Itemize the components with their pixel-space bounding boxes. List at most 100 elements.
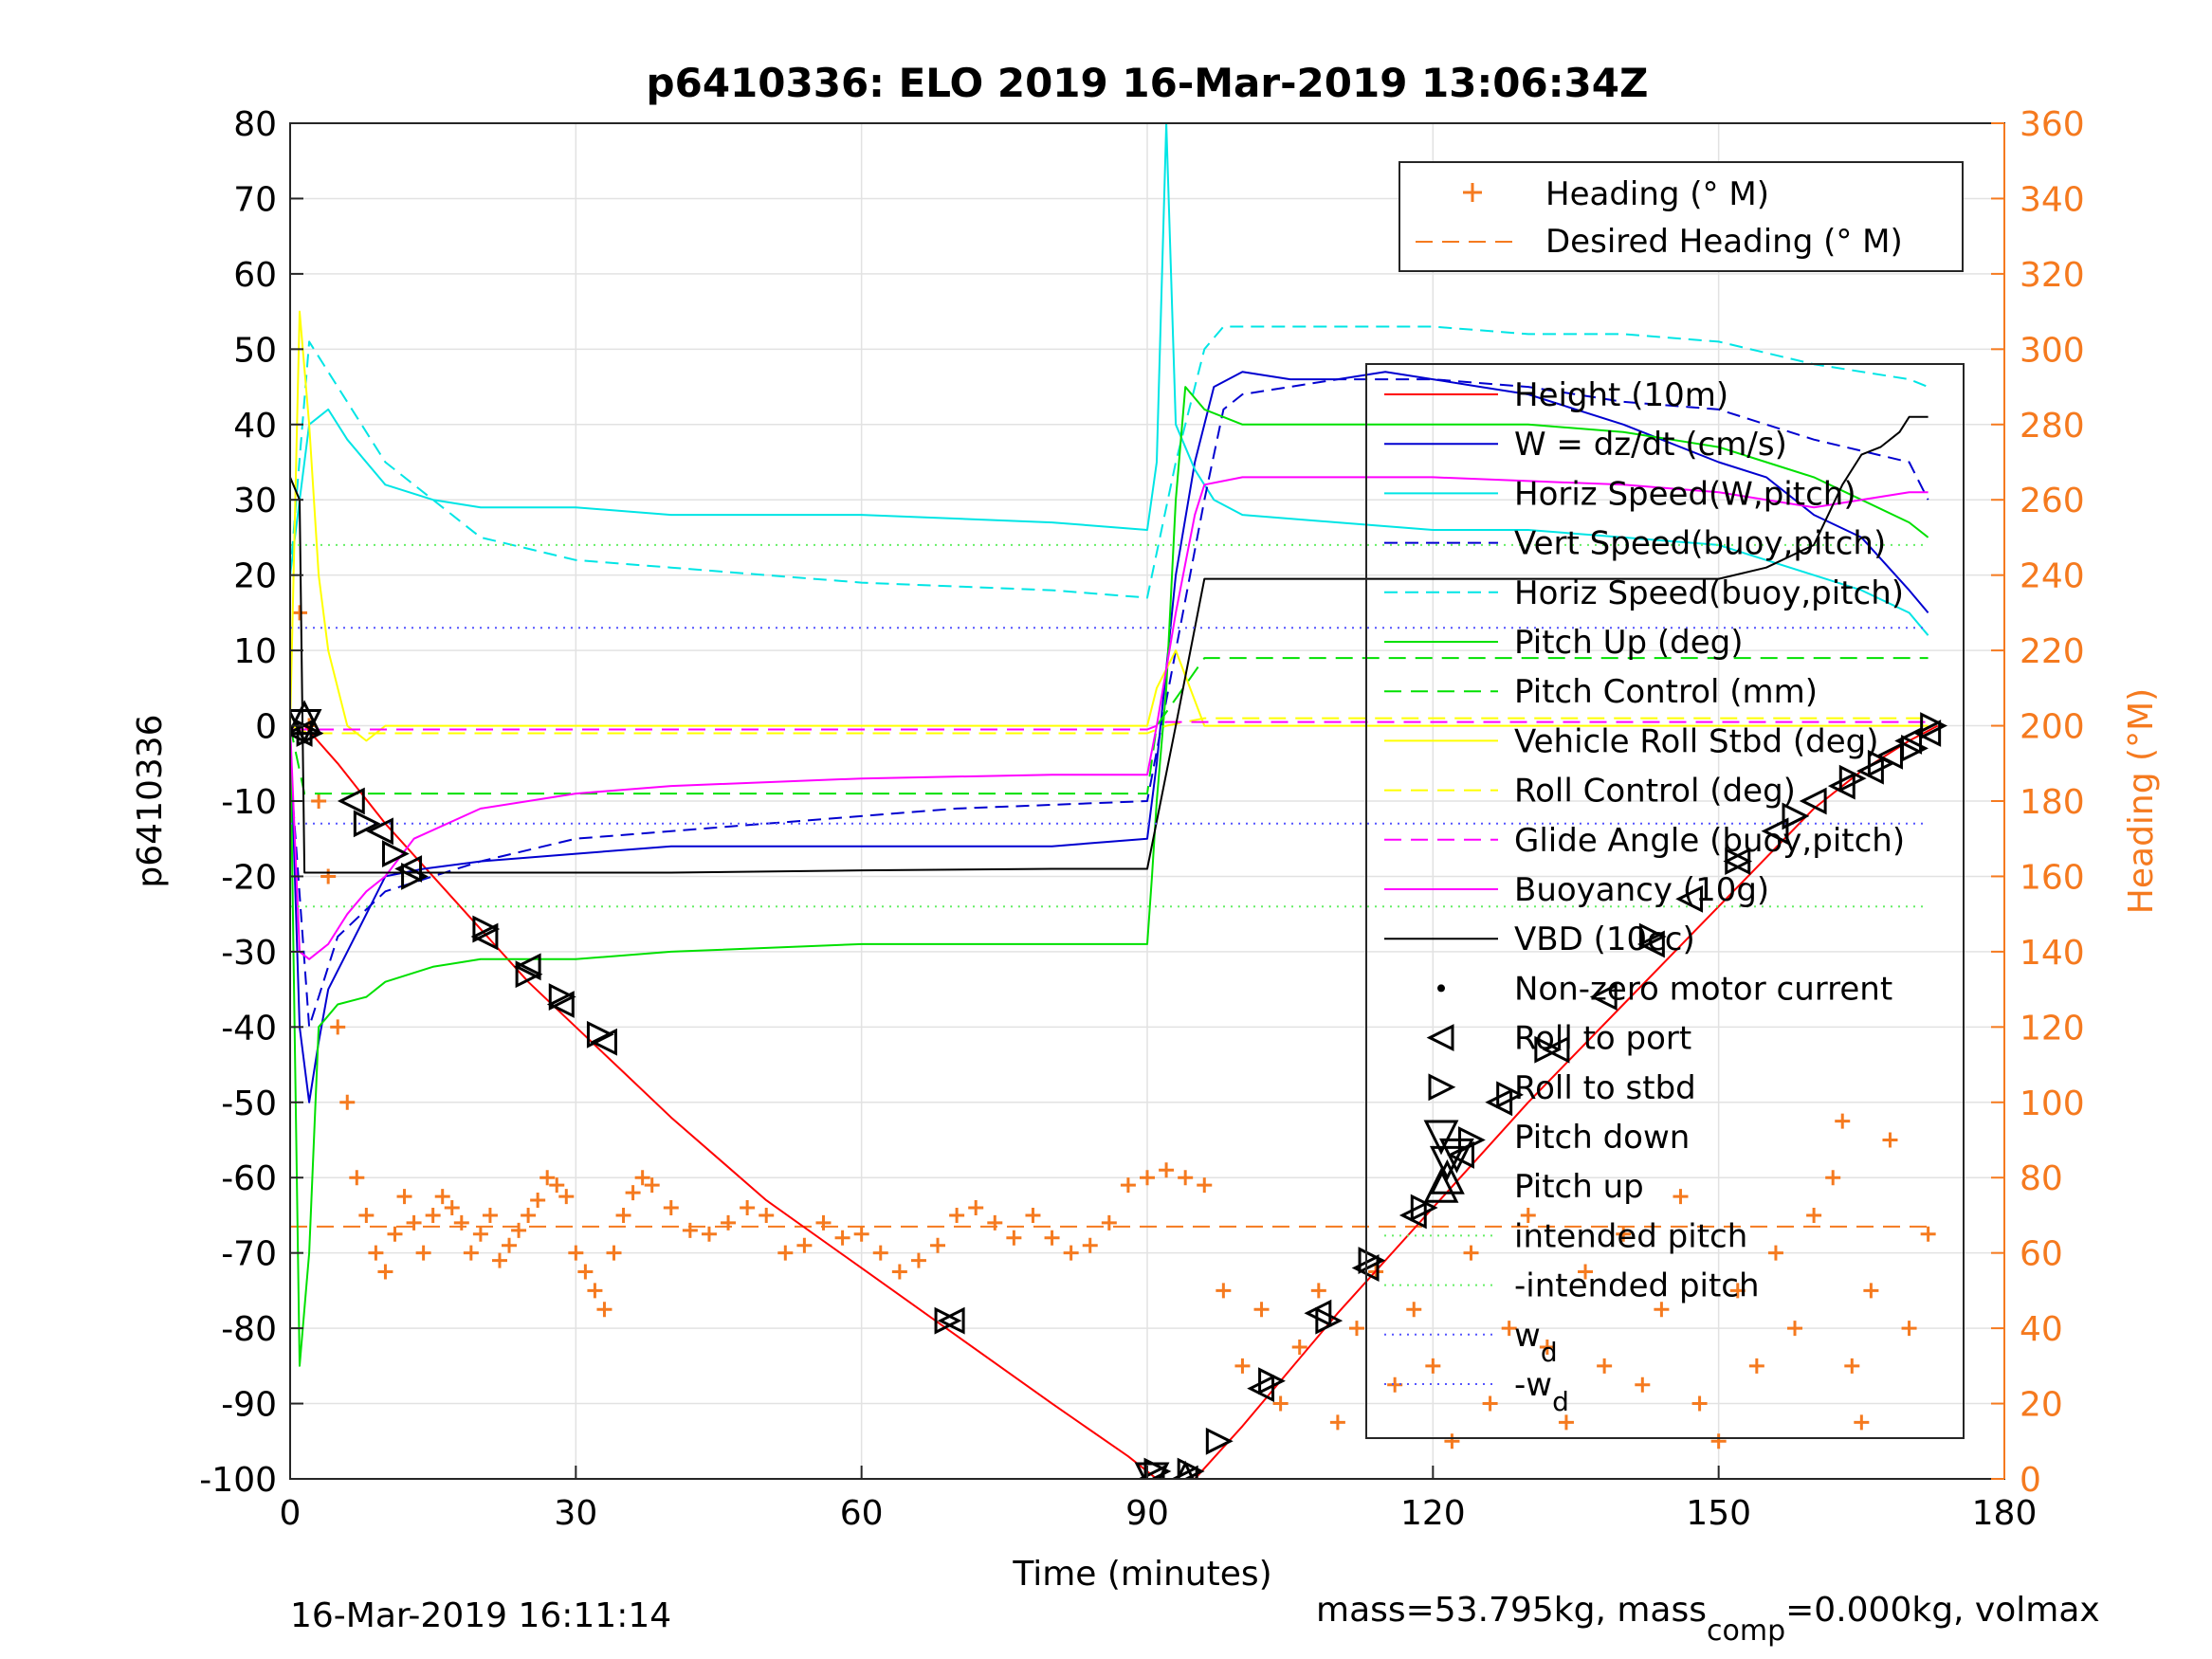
heading-point [634,1170,650,1186]
y2-tick-label: 0 [2020,1461,2041,1500]
heading-point [521,1207,537,1223]
footer-mass-sub: comp [1707,1614,1785,1648]
y2-tick-label: 300 [2020,331,2085,370]
roll-to-port-marker [1137,1465,1165,1479]
heading-point [1691,1395,1708,1412]
pitch-up-marker [1429,1158,1465,1194]
roll-to-port-marker [1799,787,1827,815]
roll-to-port-marker [1398,1201,1427,1230]
heading-point [1787,1321,1803,1337]
chart-title: p6410336: ELO 2019 16-Mar-2019 13:06:34Z [647,60,1649,106]
y-tick-label: 0 [255,708,277,747]
heading-point [910,1252,926,1268]
heading-point [834,1230,850,1246]
heading-point [949,1207,965,1223]
heading-point [1120,1177,1136,1194]
series-line [290,476,1929,960]
heading-point [1901,1321,1917,1337]
legend-heading-box [1398,161,1964,272]
heading-point [615,1207,631,1223]
heading-point [482,1207,498,1223]
y-tick-label: -40 [221,1009,277,1048]
roll-to-stbd-marker [1725,848,1753,875]
heading-point [1482,1395,1498,1412]
heading-point [682,1222,698,1238]
heading-point [891,1264,907,1280]
y2-tick-label: 280 [2020,407,2085,446]
heading-point [568,1245,584,1261]
roll-to-stbd-marker [1534,1035,1563,1064]
roll-to-port-marker [1761,817,1789,846]
heading-point [1348,1321,1364,1337]
heading-point [1844,1358,1860,1374]
y-tick-label: -50 [221,1085,277,1123]
legend-entry: Glide Angle (buoy,pitch) [1514,822,1905,860]
heading-point [1101,1214,1117,1231]
heading-point [796,1237,813,1253]
legend-entry: Horiz Speed(buoy,pitch) [1514,574,1904,612]
roll-to-stbd-marker [934,1306,962,1335]
series-line [290,657,1929,795]
roll-to-port-marker [546,991,575,1018]
heading-point [396,1189,412,1205]
legend-entry: Vert Speed(buoy,pitch) [1514,525,1886,563]
legend-dot-icon [1437,984,1445,993]
legend-entry: Roll to stbd [1514,1069,1696,1107]
heading-point [1216,1283,1232,1299]
heading-point [1863,1283,1879,1299]
legend-entry-base: w [1514,1317,1541,1355]
heading-point [596,1302,612,1318]
legend-main-box [1365,363,1965,1439]
heading-point [1767,1245,1783,1261]
y2-tick-label: 140 [2020,934,2085,973]
heading-point [387,1226,403,1242]
heading-point [1748,1358,1764,1374]
heading-point [1710,1433,1727,1449]
heading-point [1520,1207,1536,1223]
roll-to-stbd-marker [1901,734,1929,762]
heading-point [1539,1339,1555,1355]
roll-to-port-marker [470,922,499,951]
heading-point [472,1226,488,1242]
y2-tick-label: 220 [2020,632,2085,671]
pitch-down-marker [1429,1145,1465,1181]
legend-entry: Pitch Up (deg) [1514,624,1743,662]
heading-point [1197,1177,1213,1194]
heading-point [1616,1226,1632,1242]
roll-to-port-marker [1170,1465,1198,1479]
heading-point [663,1200,679,1215]
y2-tick-label: 60 [2020,1235,2063,1274]
heading-point [358,1207,375,1223]
roll-to-port-marker [1247,1375,1275,1403]
legend-entry: W = dz/dt (cm/s) [1514,426,1787,464]
roll-to-port-marker [1485,1088,1513,1117]
roll-to-stbd-marker [1177,1457,1205,1479]
heading-point [292,605,308,621]
roll-to-port-marker [1675,884,1704,913]
x-tick-label: 150 [1686,1494,1751,1533]
legend-entry: VBD (10cc) [1514,921,1695,958]
roll-to-stbd-marker [353,810,381,838]
series-line [290,720,1929,731]
y-tick-label: 30 [233,482,277,520]
x-tick-label: 30 [554,1494,597,1533]
footer-mass: mass=53.795kg, masscomp=0.000kg, volmax [1316,1591,2100,1648]
heading-point [1654,1302,1670,1318]
legend-entry: Roll Control (deg) [1514,773,1796,811]
roll-to-port-marker [1913,720,1942,747]
roll-to-port-marker [1304,1299,1332,1327]
heading-point [1310,1283,1326,1299]
roll-to-port-marker [1827,772,1856,800]
heading-point [444,1200,460,1215]
heading-point [1178,1170,1194,1186]
heading-point [1835,1113,1851,1129]
footer-mass-text: mass=53.795kg, mass [1316,1591,1707,1630]
y2-tick-label: 360 [2020,105,2085,144]
x-tick-label: 0 [280,1494,302,1533]
x-tick-label: 60 [840,1494,884,1533]
legend-entry: -wd [1514,1366,1569,1417]
heading-point [968,1200,984,1215]
heading-point [1025,1207,1041,1223]
heading-point [1806,1207,1822,1223]
